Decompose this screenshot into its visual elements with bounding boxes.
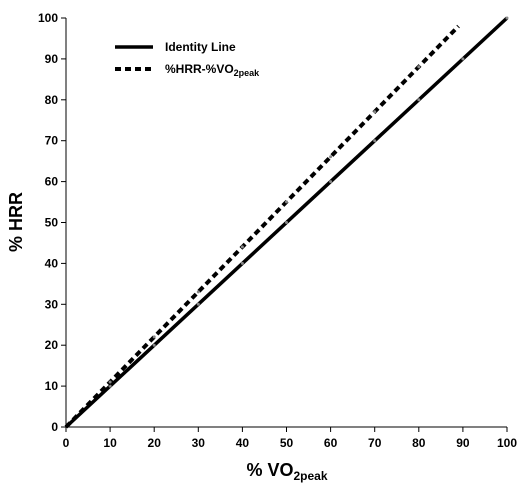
y-tick-label: 0	[51, 420, 58, 434]
series-point	[461, 57, 465, 61]
y-tick-label: 10	[45, 379, 59, 393]
x-tick-label: 50	[280, 436, 294, 450]
x-tick-label: 10	[103, 436, 117, 450]
legend: Identity Line %HRR-%VO2peak	[115, 40, 260, 78]
series-point	[196, 302, 200, 306]
series-point	[285, 221, 288, 224]
axes: 0 10 20 30 40 50 60 70 80 90 100 0 10 20 30 40 50 60 70 80 9…	[38, 11, 517, 450]
x-tick-label: 20	[148, 436, 162, 450]
series-point	[417, 98, 421, 102]
x-tick-label: 100	[497, 436, 517, 450]
y-tick-label: 80	[45, 93, 59, 107]
x-tick-label: 80	[412, 436, 426, 450]
y-tick-label: 20	[45, 338, 59, 352]
series-point	[285, 200, 288, 204]
x-tick-label: 70	[368, 436, 382, 450]
y-tick-label: 90	[45, 52, 59, 66]
series-point	[196, 290, 200, 294]
x-tick-label: 0	[63, 436, 70, 450]
y-axis-title: % HRR	[6, 192, 26, 252]
series-point	[417, 65, 421, 69]
series-point	[240, 245, 244, 249]
series-point	[373, 110, 377, 114]
x-tick-label: 60	[324, 436, 338, 450]
series-point	[373, 139, 377, 143]
y-tick-label: 70	[45, 134, 59, 148]
y-tick-label: 60	[45, 175, 59, 189]
legend-label-main: %HRR-%VO	[165, 62, 234, 76]
series-point	[329, 180, 333, 184]
series-point	[152, 335, 156, 339]
series-layer	[64, 16, 509, 429]
series-line-hrr-vo2peak	[64, 24, 460, 429]
series-point	[505, 16, 509, 20]
legend-label: Identity Line	[165, 40, 236, 54]
y-tick-label: 40	[45, 256, 59, 270]
x-axis-title-subscript: 2peak	[293, 469, 327, 483]
x-axis-title: % VO2peak	[246, 460, 327, 483]
x-tick-label: 30	[192, 436, 206, 450]
legend-label-main: Identity Line	[165, 40, 236, 54]
y-tick-label: 50	[45, 216, 59, 230]
legend-label: %HRR-%VO2peak	[165, 62, 260, 78]
series-point	[108, 380, 112, 384]
x-tick-label: 40	[236, 436, 250, 450]
series-point	[152, 343, 156, 347]
y-tick-label: 100	[38, 11, 58, 25]
x-axis-title-main: % VO	[246, 460, 293, 480]
series-point	[329, 155, 333, 159]
y-tick-label: 30	[45, 297, 59, 311]
series-point	[240, 261, 244, 265]
x-tick-label: 90	[456, 436, 470, 450]
legend-label-subscript: 2peak	[234, 68, 261, 78]
